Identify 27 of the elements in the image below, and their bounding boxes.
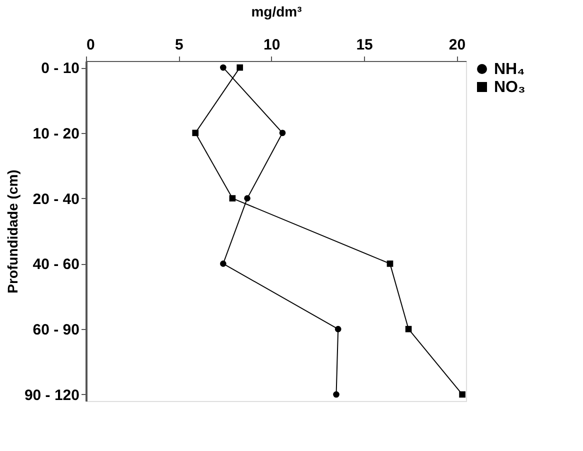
point [236,64,244,71]
x-axis-title: mg/dm³ [251,4,302,20]
y-tick-label: 0 - 10 [41,60,80,78]
x-tick-label: 10 [264,36,280,54]
x-tick-label: 20 [448,36,466,54]
legend-label: NH₄ [494,61,525,78]
y-tick-label: 10 - 20 [32,125,80,142]
point [405,326,412,332]
y-tick-label: 90 - 120 [24,386,80,404]
legend-label: NO₃ [494,79,526,96]
x-tick-label: 15 [356,36,373,54]
point [386,260,394,267]
point [229,195,236,202]
x-tick-label: 0 [86,36,95,54]
point [334,326,342,332]
y-tick-label: 40 - 60 [32,256,80,274]
point [244,195,250,202]
y-tick-label: 60 - 90 [32,322,80,339]
y-axis-title: Profundidade (cm) [4,170,20,294]
point [333,391,340,398]
point [459,391,466,398]
point [279,130,286,136]
x-tick-label: 5 [175,36,184,54]
point [192,130,199,136]
y-tick-label: 20 - 40 [32,190,80,208]
point [220,260,226,267]
point [220,64,226,71]
